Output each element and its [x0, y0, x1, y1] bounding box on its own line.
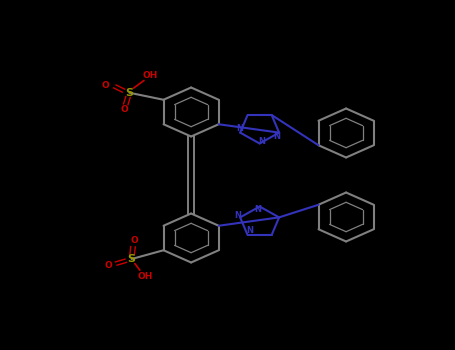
Text: N: N: [246, 226, 253, 235]
Text: O: O: [120, 105, 128, 114]
Text: N: N: [254, 205, 261, 215]
Text: OH: OH: [137, 272, 153, 281]
Text: OH: OH: [142, 71, 158, 80]
Text: S: S: [126, 88, 133, 98]
Text: O: O: [130, 236, 138, 245]
Text: O: O: [102, 80, 110, 90]
Text: N: N: [234, 211, 242, 220]
Text: S: S: [128, 254, 136, 264]
Text: N: N: [237, 124, 244, 133]
Text: N: N: [258, 137, 265, 146]
Text: N: N: [273, 132, 280, 141]
Text: O: O: [104, 261, 112, 270]
